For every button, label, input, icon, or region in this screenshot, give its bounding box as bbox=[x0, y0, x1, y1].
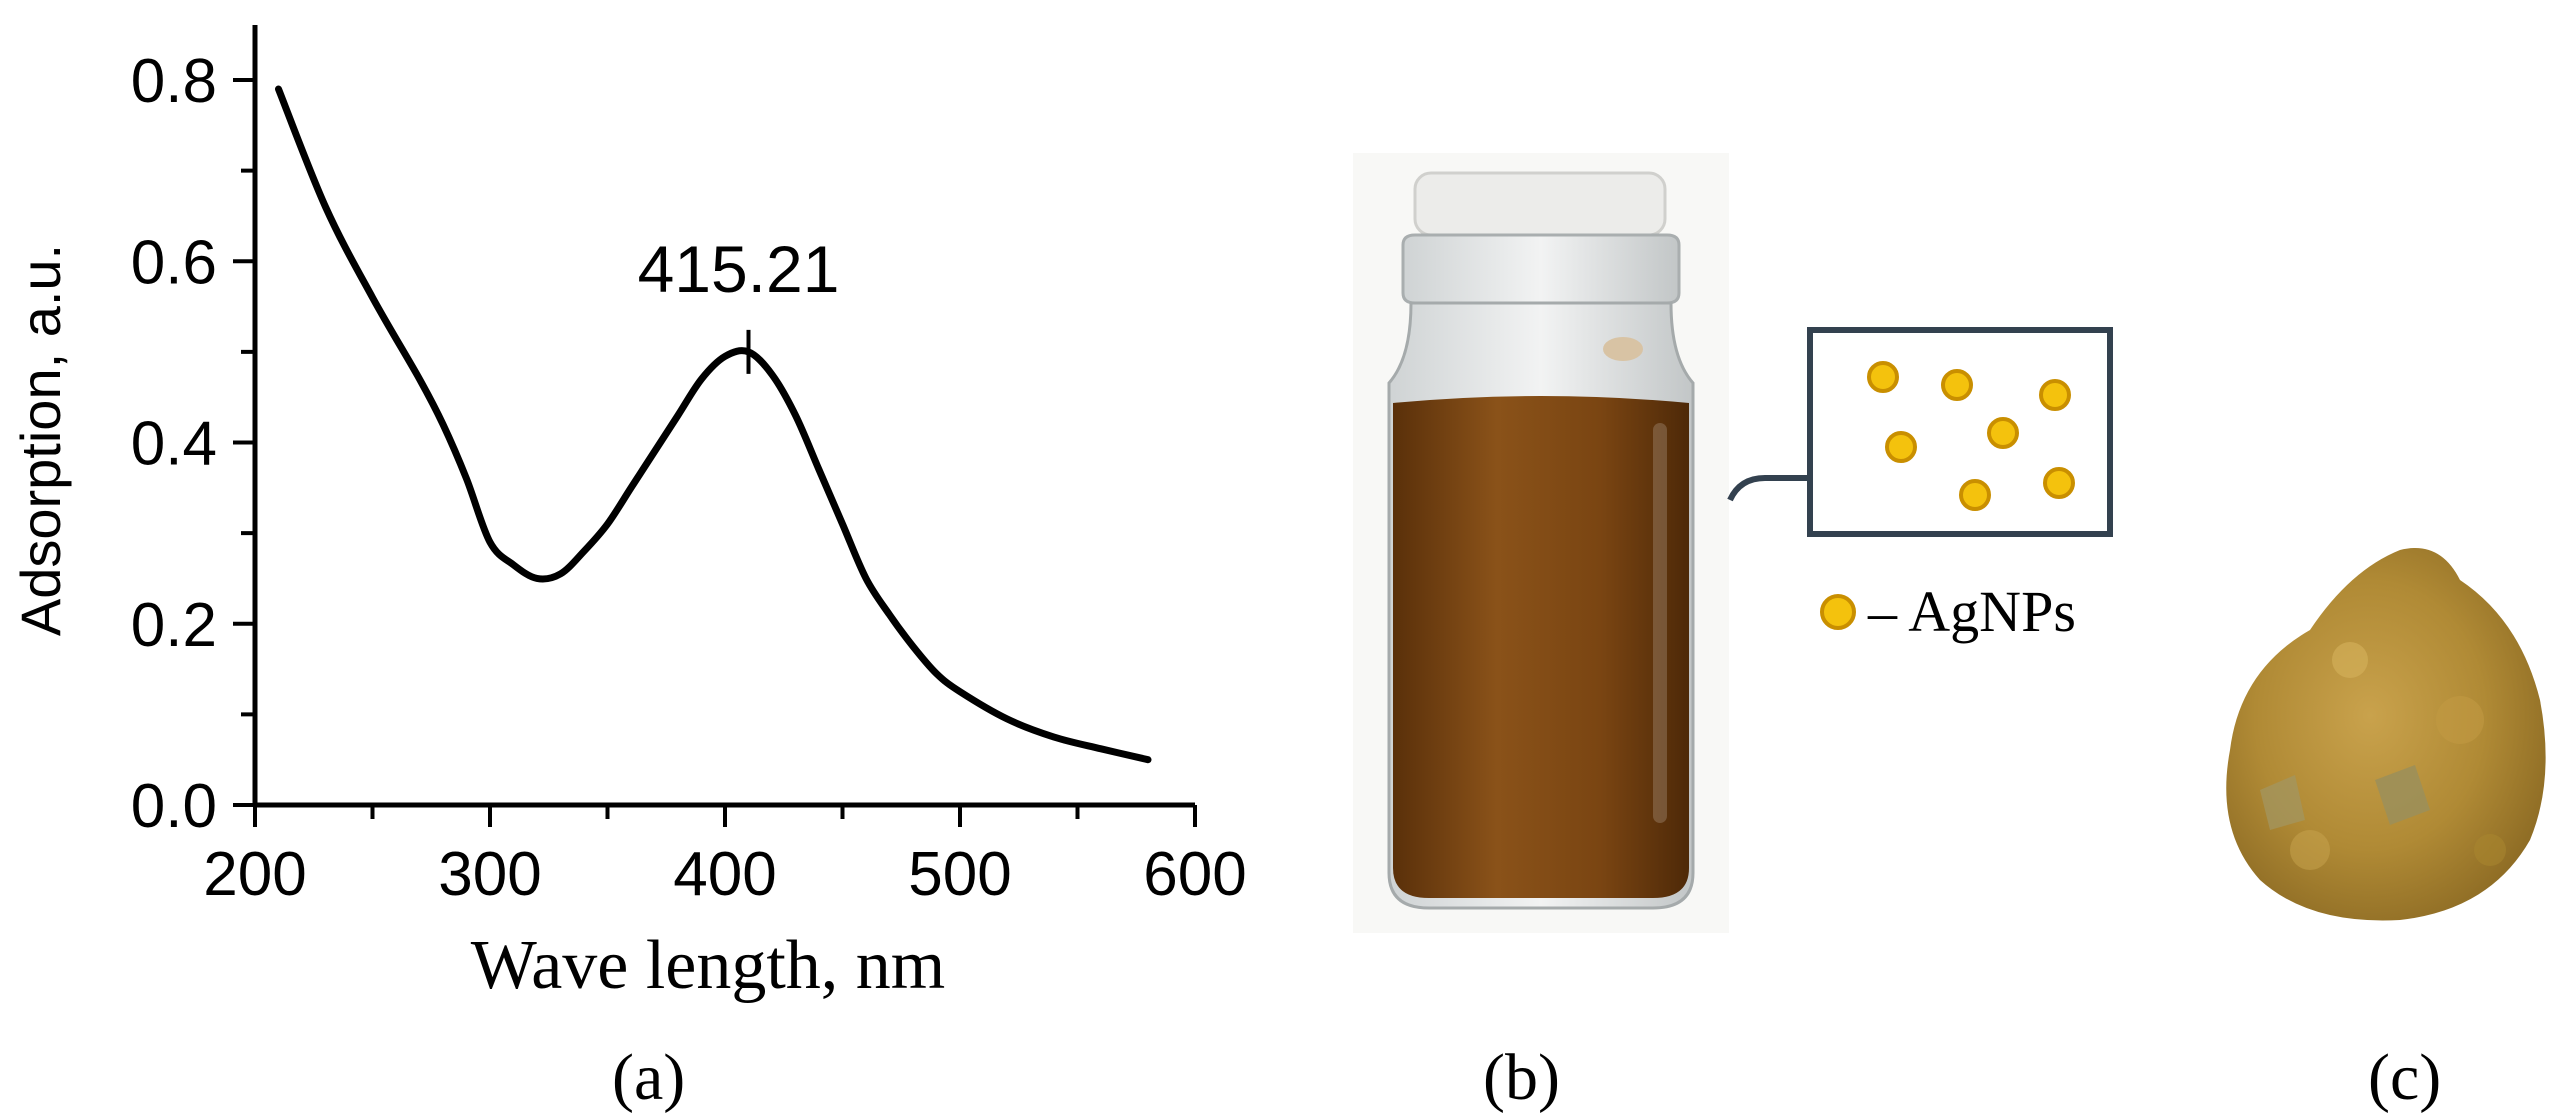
legend-label: – AgNPs bbox=[1868, 579, 2076, 644]
x-axis-title: Wave length, nm bbox=[471, 927, 946, 1004]
x-tick-label: 400 bbox=[673, 840, 776, 909]
nanoparticle-icon bbox=[2039, 379, 2071, 411]
powder-illustration bbox=[2226, 548, 2546, 921]
x-tick-label: 500 bbox=[908, 840, 1011, 909]
y-tick-label: 0.2 bbox=[131, 591, 217, 660]
chart-axes bbox=[252, 25, 1195, 808]
y-tick-label: 0.0 bbox=[131, 772, 217, 841]
nanoparticle-icon bbox=[1959, 479, 1991, 511]
x-tick-label: 300 bbox=[438, 840, 541, 909]
nanoparticle-icon bbox=[1987, 417, 2019, 449]
callout-connector bbox=[1727, 475, 1810, 502]
nanoparticle-legend-icon bbox=[1820, 593, 1856, 630]
nanoparticle-icon bbox=[1885, 431, 1917, 463]
y-tick-label: 0.6 bbox=[131, 228, 217, 297]
y-tick-label: 0.4 bbox=[131, 410, 217, 479]
y-axis-title: Adsorption, a.u. bbox=[9, 244, 72, 636]
vial-illustration bbox=[1387, 171, 1695, 910]
nanoparticle-icon bbox=[1867, 361, 1899, 393]
vial-photo bbox=[1353, 153, 1729, 933]
x-tick-label: 200 bbox=[203, 840, 306, 909]
panel-label-a: (a) bbox=[612, 1041, 686, 1114]
y-tick-label: 0.8 bbox=[131, 47, 217, 116]
absorption-chart: 200 300 400 500 600 0.0 0.2 0.4 0.6 0.8 415.21 Wa… bbox=[9, 25, 1247, 1004]
nanoparticle-icon bbox=[2043, 467, 2075, 499]
x-tick-label: 600 bbox=[1143, 840, 1246, 909]
powder-photo bbox=[2200, 520, 2570, 940]
nanoparticle-inset bbox=[1807, 327, 2113, 537]
absorption-curve bbox=[275, 85, 1152, 764]
nanoparticle-icon bbox=[1941, 369, 1973, 401]
panel-label-c: (c) bbox=[2368, 1041, 2442, 1114]
peak-annotation: 415.21 bbox=[638, 232, 840, 306]
legend-row: – AgNPs bbox=[1820, 578, 2076, 645]
chart-ticks: 200 300 400 500 600 0.0 0.2 0.4 0.6 0.8 bbox=[131, 47, 1247, 909]
panel-label-b: (b) bbox=[1483, 1041, 1560, 1114]
